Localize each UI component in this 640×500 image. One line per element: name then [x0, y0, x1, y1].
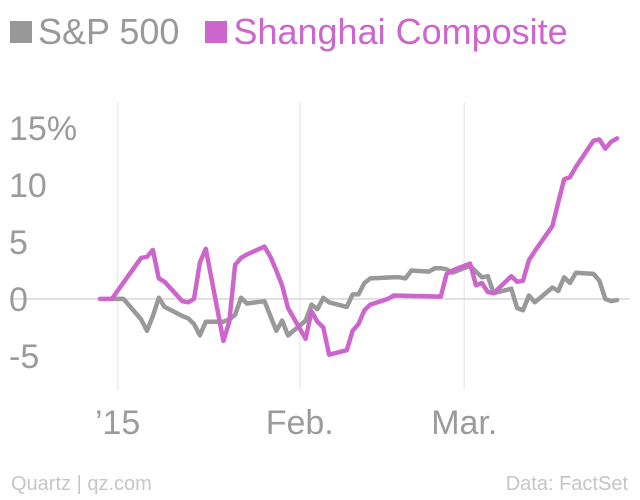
legend-swatch: [10, 21, 32, 43]
legend-item: S&P 500: [10, 14, 179, 50]
legend-item: Shanghai Composite: [205, 11, 568, 52]
series-line: [97, 136, 620, 357]
legend-label: S&P 500: [38, 11, 180, 52]
x-tick-label: ’15: [95, 404, 140, 442]
y-tick-label: 5: [9, 224, 28, 262]
y-tick-label: 10: [9, 167, 47, 205]
legend-label: Shanghai Composite: [233, 11, 568, 52]
series-line: [109, 263, 620, 338]
y-tick-label: 15%: [9, 110, 77, 148]
chart-legend: S&P 500 Shanghai Composite: [10, 14, 594, 50]
legend-swatch: [205, 21, 228, 43]
footer-source: Data: FactSet: [505, 473, 628, 495]
y-tick-label: -5: [9, 338, 39, 376]
x-tick-label: Feb.: [266, 404, 334, 442]
footer-credit: Quartz | qz.com: [11, 473, 152, 495]
x-tick-label: Mar.: [431, 404, 497, 442]
y-tick-label: 0: [9, 281, 28, 319]
